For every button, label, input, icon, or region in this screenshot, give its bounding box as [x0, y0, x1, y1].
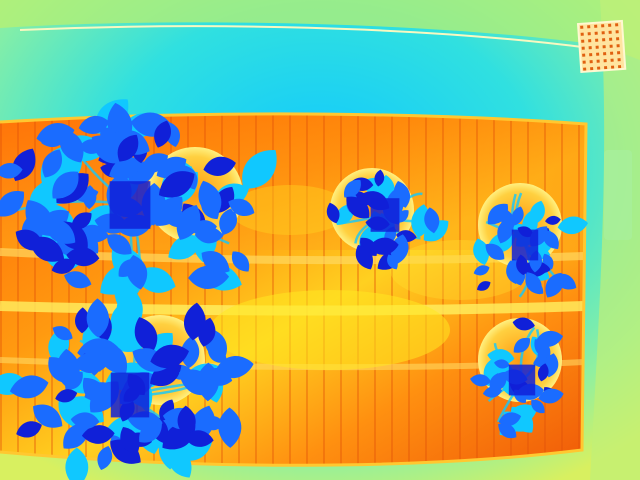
small-plant-center: [326, 169, 449, 270]
wall-edge: [0, 0, 640, 60]
wall-line: [19, 25, 591, 49]
plants-layer: [0, 99, 589, 480]
floor-drain-grate: [576, 19, 627, 73]
large-plant-bottom-left: [0, 286, 254, 480]
small-plant-right-upper: [473, 192, 589, 298]
large-plant-top-left: [0, 99, 277, 321]
small-plant-right-lower: [470, 317, 564, 439]
wall-vent: [604, 150, 632, 240]
